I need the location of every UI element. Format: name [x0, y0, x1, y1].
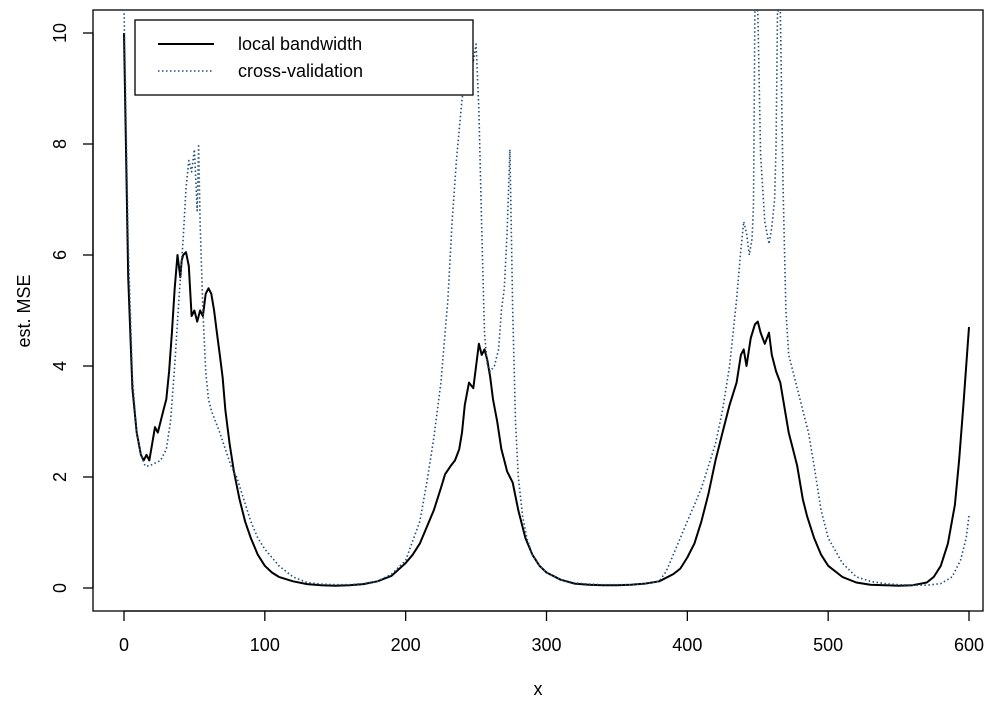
y-tick-label: 0 — [50, 583, 70, 593]
y-tick-label: 4 — [50, 361, 70, 371]
y-tick-label: 2 — [50, 472, 70, 482]
legend: local bandwidth cross-validation — [134, 19, 474, 96]
y-axis-label: est. MSE — [14, 274, 34, 347]
x-tick-label: 100 — [250, 635, 280, 655]
x-tick-label: 500 — [813, 635, 843, 655]
series-layer — [123, 10, 970, 587]
x-tick-label: 200 — [391, 635, 421, 655]
series-line-cross-validation — [123, 10, 970, 587]
x-tick-label: 0 — [119, 635, 129, 655]
y-axis: 0 2 4 6 8 10 — [50, 23, 94, 593]
plot-frame — [92, 9, 984, 612]
x-tick-label: 300 — [531, 635, 561, 655]
legend-box — [134, 19, 474, 96]
legend-label: local bandwidth — [238, 34, 362, 54]
legend-label: cross-validation — [238, 61, 363, 81]
x-axis: 0 100 200 300 400 500 600 — [119, 610, 984, 655]
series-line-local-bandwidth — [123, 32, 970, 587]
x-axis-label: x — [534, 679, 543, 699]
x-tick-label: 600 — [954, 635, 984, 655]
y-tick-label: 8 — [50, 139, 70, 149]
x-tick-label: 400 — [672, 635, 702, 655]
y-tick-label: 10 — [50, 23, 70, 43]
y-tick-label: 6 — [50, 250, 70, 260]
